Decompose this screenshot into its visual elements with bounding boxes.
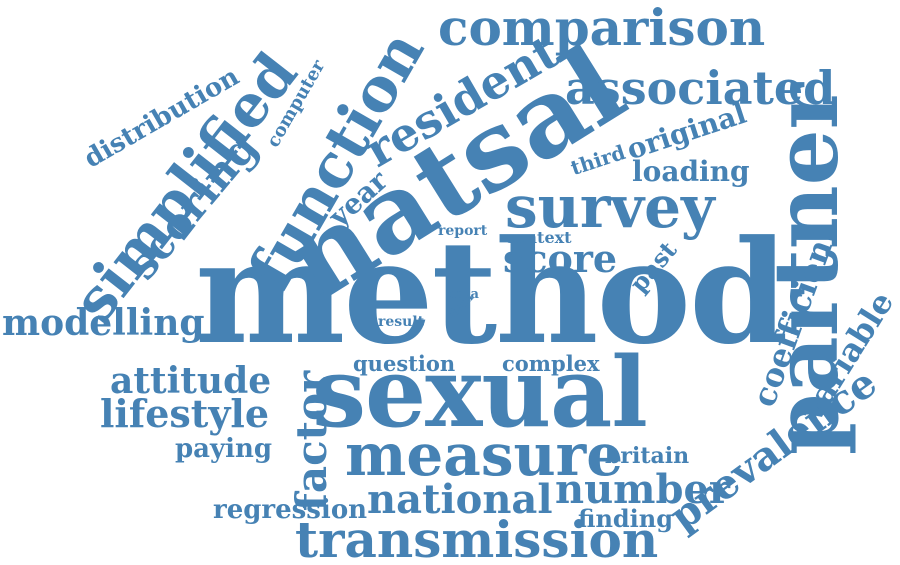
- word-complex: complex: [502, 351, 600, 376]
- word-score: score: [503, 236, 618, 281]
- word-finding: finding: [578, 504, 674, 533]
- word-associated: associated: [565, 61, 836, 115]
- word-britain: britain: [605, 443, 690, 469]
- word-factor: factor: [287, 370, 337, 512]
- word-context: context: [505, 228, 572, 247]
- word-survey: survey: [505, 173, 715, 241]
- word-question: question: [353, 351, 456, 376]
- word-modelling: modelling: [2, 302, 205, 344]
- word-sexual: sexual: [312, 336, 648, 449]
- word-comparison: comparison: [438, 0, 766, 57]
- word-attitude: attitude: [110, 360, 272, 402]
- word-national: national: [367, 476, 553, 523]
- word-number: number: [555, 466, 730, 513]
- word-lifestyle: lifestyle: [100, 391, 270, 436]
- word-data: data: [447, 287, 479, 302]
- word-result: result: [378, 314, 425, 330]
- word-loading: loading: [632, 155, 750, 188]
- word-regression: regression: [213, 495, 368, 525]
- word-measure: measure: [345, 421, 624, 489]
- word-method: method: [195, 210, 788, 376]
- word-report: report: [438, 223, 488, 239]
- word-paying: paying: [175, 434, 273, 464]
- word-transmission: transmission: [295, 510, 659, 565]
